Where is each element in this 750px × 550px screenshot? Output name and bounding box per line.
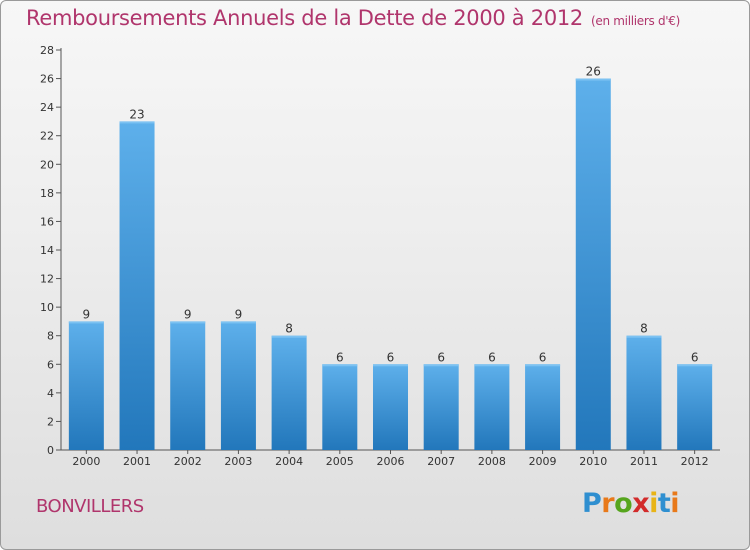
x-tick-label-2010: 2010: [579, 455, 607, 468]
y-tick-label: 24: [40, 101, 54, 114]
y-tick-label: 22: [40, 130, 54, 143]
y-tick-label: 20: [40, 158, 54, 171]
x-tick-label-2007: 2007: [427, 455, 455, 468]
y-tick-label: 18: [40, 187, 54, 200]
bar-top-edge: [68, 321, 104, 324]
logo-letter: x: [632, 488, 650, 519]
proxiti-logo: Proxiti: [582, 488, 680, 519]
value-label-2007: 6: [437, 350, 445, 364]
y-tick-label: 16: [40, 215, 54, 228]
bar-2005: [322, 364, 358, 450]
bar-2012: [677, 364, 713, 450]
bar-top-edge: [220, 321, 256, 324]
chart-title-text: Remboursements Annuels de la Dette de 20…: [26, 6, 583, 30]
bar-2009: [525, 364, 561, 450]
y-tick-label: 4: [47, 387, 54, 400]
logo-letter: t: [657, 488, 671, 519]
bar-top-edge: [170, 321, 206, 324]
y-tick-label: 12: [40, 273, 54, 286]
x-tick-label-2008: 2008: [478, 455, 506, 468]
value-label-2000: 9: [83, 307, 91, 321]
chart-bars: [68, 78, 713, 451]
y-tick-label: 6: [47, 358, 54, 371]
y-tick-label: 28: [40, 44, 54, 57]
y-tick-label: 14: [40, 244, 54, 257]
chart-labels: 9 2000 23 2001 9 2002 9 2003 8 2004 6 2005 6 2006 6 200…: [72, 65, 708, 468]
bar-top-edge: [626, 335, 662, 338]
value-label-2001: 23: [129, 107, 144, 121]
value-label-2002: 9: [184, 307, 192, 321]
value-label-2008: 6: [488, 350, 496, 364]
value-label-2004: 8: [285, 322, 293, 336]
y-tick-label: 0: [47, 444, 54, 457]
value-label-2003: 9: [235, 307, 243, 321]
bar-2001: [119, 121, 155, 450]
bar-top-edge: [322, 364, 358, 367]
bar-2008: [474, 364, 510, 450]
commune-name: BONVILLERS: [36, 496, 144, 517]
x-tick-label-2001: 2001: [123, 455, 151, 468]
x-tick-label-2000: 2000: [72, 455, 100, 468]
bar-top-edge: [423, 364, 459, 367]
value-label-2012: 6: [691, 350, 699, 364]
bar-2006: [373, 364, 408, 450]
x-tick-label-2011: 2011: [630, 455, 658, 468]
value-label-2005: 6: [336, 350, 344, 364]
bar-top-edge: [271, 335, 307, 338]
x-tick-label-2012: 2012: [681, 455, 709, 468]
bar-2002: [170, 321, 206, 450]
x-tick-label-2005: 2005: [326, 455, 354, 468]
value-label-2010: 26: [586, 65, 601, 79]
logo-letter: P: [582, 488, 602, 519]
bar-top-edge: [677, 364, 713, 367]
value-label-2006: 6: [387, 350, 395, 364]
x-tick-label-2003: 2003: [224, 455, 252, 468]
bar-2011: [626, 335, 662, 450]
x-tick-label-2002: 2002: [174, 455, 202, 468]
value-label-2011: 8: [640, 322, 648, 336]
bar-2010: [575, 78, 611, 451]
chart-title: Remboursements Annuels de la Dette de 20…: [26, 6, 680, 30]
bar-top-edge: [119, 121, 155, 124]
bar-top-edge: [373, 364, 408, 367]
bar-2004: [271, 335, 307, 450]
bar-top-edge: [525, 364, 561, 367]
logo-letter: o: [614, 488, 633, 519]
y-tick-label: 10: [40, 301, 54, 314]
logo-letter: i: [670, 488, 680, 519]
y-tick-label: 2: [47, 415, 54, 428]
bar-2007: [423, 364, 459, 450]
y-tick-label: 26: [40, 73, 54, 86]
bar-2003: [220, 321, 256, 450]
logo-letter: r: [601, 488, 615, 519]
bar-top-edge: [575, 78, 611, 81]
x-tick-label-2004: 2004: [275, 455, 303, 468]
bar-2000: [68, 321, 104, 450]
x-tick-label-2009: 2009: [529, 455, 557, 468]
bar-top-edge: [474, 364, 510, 367]
chart-unit: (en milliers d'€): [591, 14, 681, 28]
x-tick-label-2006: 2006: [377, 455, 405, 468]
y-tick-label: 8: [47, 330, 54, 343]
logo-letter: i: [649, 488, 658, 519]
value-label-2009: 6: [539, 350, 547, 364]
